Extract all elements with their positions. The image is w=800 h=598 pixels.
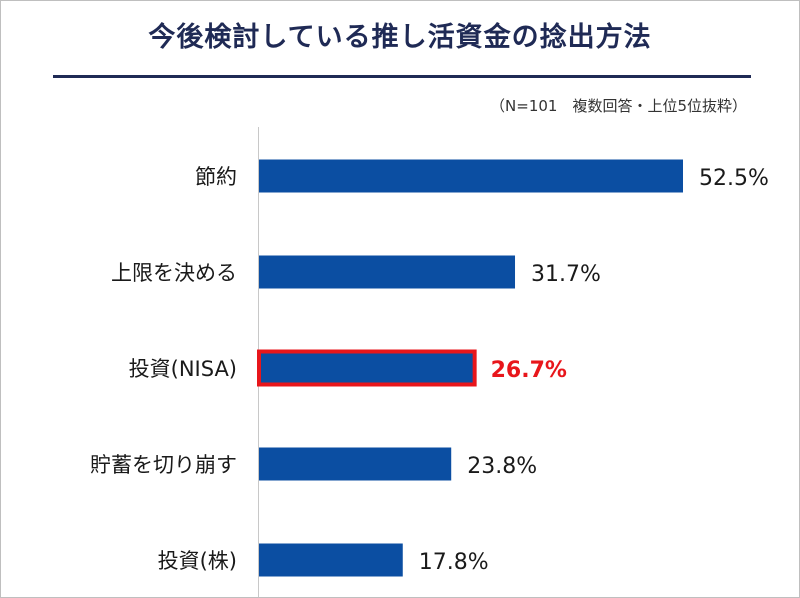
- bar: [259, 159, 683, 193]
- bar: [259, 543, 403, 577]
- category-label: 投資(株): [158, 549, 237, 573]
- chart-title: 今後検討している推し活資金の捻出方法: [148, 22, 652, 53]
- value-label: 17.8%: [419, 550, 489, 575]
- sample-note: （N=101 複数回答・上位5位抜粋）: [490, 97, 747, 115]
- bar-highlighted: [257, 349, 477, 387]
- category-label: 貯蓄を切り崩す: [90, 453, 237, 477]
- bar: [259, 255, 516, 289]
- title-underline: [53, 75, 751, 78]
- value-label: 26.7%: [491, 358, 567, 383]
- category-label: 上限を決める: [111, 261, 237, 285]
- bars-layer: 節約 52.5% 上限を決める 31.7% 投資(NISA) 26.7% 貯蓄を切り崩す 23…: [90, 159, 769, 577]
- value-label: 52.5%: [699, 166, 769, 191]
- value-label: 23.8%: [467, 454, 537, 479]
- category-label: 投資(NISA): [129, 357, 237, 381]
- bar: [259, 447, 452, 481]
- category-label: 節約: [195, 165, 237, 189]
- value-label: 31.7%: [531, 262, 601, 287]
